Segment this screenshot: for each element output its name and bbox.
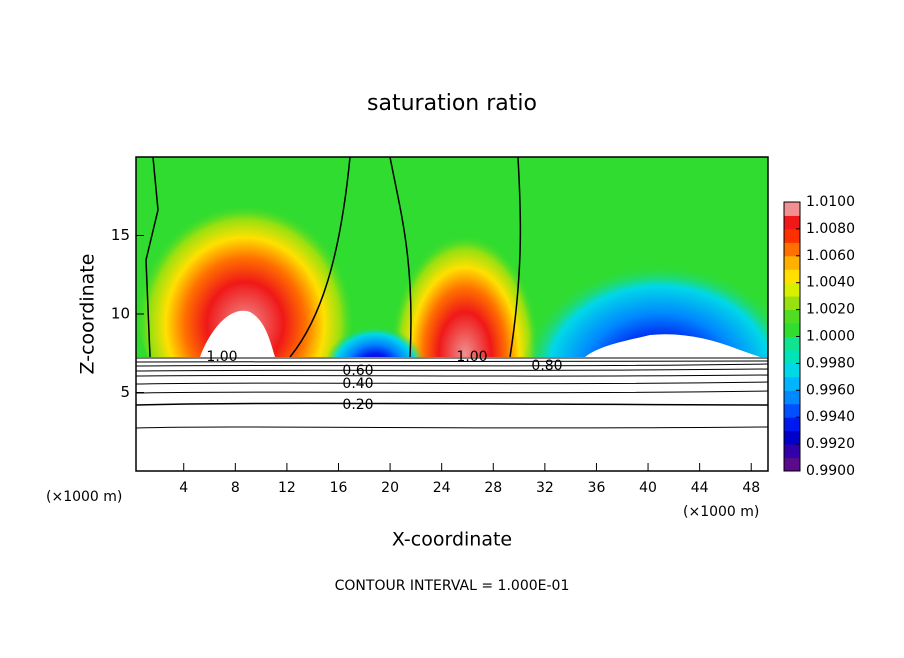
- colorbar-band: [784, 403, 800, 418]
- colorbar-band: [784, 242, 800, 257]
- x-axis-label: X-coordinate: [392, 529, 512, 551]
- colorbar-tick-label: 1.0040: [806, 275, 855, 291]
- contour-label: 0.60: [342, 363, 373, 379]
- x-tick-label: 32: [536, 480, 554, 496]
- x-tick-label: 8: [231, 480, 240, 496]
- x-tick-label: 28: [484, 480, 502, 496]
- colorbar-band: [784, 349, 800, 364]
- contour-label: 1.00: [456, 349, 487, 365]
- x-tick-label: 24: [433, 480, 451, 496]
- colorbar-band: [784, 228, 800, 243]
- colorbar-band: [784, 202, 800, 216]
- colorbar-tick-label: 1.0060: [806, 248, 855, 264]
- colorbar-band: [784, 430, 800, 445]
- y-tick-label: 5: [120, 383, 130, 401]
- colorbar-band: [784, 309, 800, 324]
- x-tick-label: 20: [381, 480, 399, 496]
- x-unit: (×1000 m): [46, 489, 122, 505]
- x-tick-label: 36: [588, 480, 606, 496]
- colorbar-band: [784, 215, 800, 230]
- colorbar-tick-label: 0.9960: [806, 382, 855, 398]
- x-tick-label: 48: [742, 480, 760, 496]
- colorbar-tick-label: 1.0020: [806, 302, 855, 318]
- contour-label: 0.40: [342, 376, 373, 392]
- y-tick-label: 15: [111, 226, 130, 244]
- colorbar-tick-label: 0.9980: [806, 355, 855, 371]
- colorbar-band: [784, 282, 800, 297]
- colorbar-band: [784, 363, 800, 378]
- colorbar-band: [784, 269, 800, 284]
- colorbar-band: [784, 255, 800, 270]
- x-tick-label: 44: [691, 480, 709, 496]
- contour-label: 0.80: [531, 358, 562, 374]
- x-tick-label: 40: [639, 480, 657, 496]
- colorbar-band: [784, 376, 800, 391]
- colorbar-tick-label: 0.9900: [806, 463, 855, 479]
- y-axis-label: Z-coordinate: [77, 254, 99, 375]
- contour-label: 1.00: [206, 349, 237, 365]
- colorbar-band: [784, 296, 800, 311]
- colorbar-tick-label: 1.0100: [806, 194, 855, 210]
- chart-title: saturation ratio: [367, 91, 537, 116]
- colorbar-band: [784, 444, 800, 459]
- colorbar-band: [784, 390, 800, 405]
- colorbar-band: [784, 417, 800, 432]
- colorbar-band: [784, 323, 800, 337]
- contour-label: 0.20: [342, 397, 373, 413]
- colorbar-tick-label: 1.0080: [806, 221, 855, 237]
- footer-note: CONTOUR INTERVAL = 1.000E-01: [335, 578, 570, 594]
- x-tick-label: 12: [278, 480, 296, 496]
- colorbar-tick-label: 0.9920: [806, 436, 855, 452]
- y-tick-label: 10: [111, 305, 130, 323]
- x-unit: (×1000 m): [683, 504, 759, 520]
- colorbar-tick-label: 1.0000: [806, 329, 855, 345]
- colorbar-tick-label: 0.9940: [806, 409, 855, 425]
- colorbar-band: [784, 336, 800, 351]
- colorbar-band: [784, 457, 800, 472]
- x-tick-label: 4: [179, 480, 188, 496]
- x-tick-label: 16: [330, 480, 348, 496]
- field: [136, 157, 768, 357]
- contour-lines: [135, 357, 769, 429]
